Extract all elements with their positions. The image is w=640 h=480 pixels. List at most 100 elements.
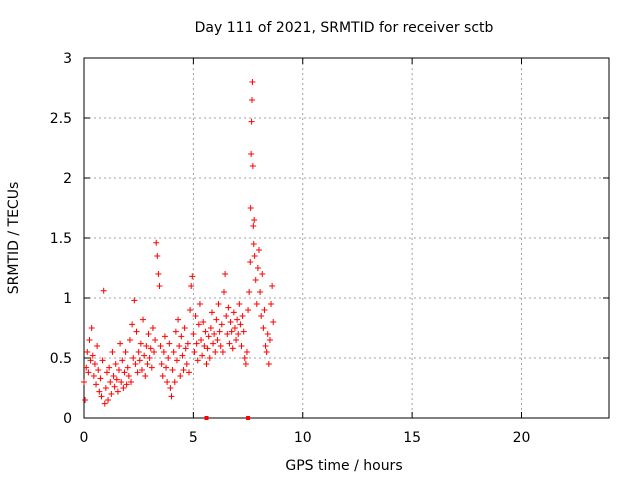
data-point <box>269 283 276 289</box>
data-point <box>176 343 183 349</box>
data-point <box>144 361 151 367</box>
data-point <box>136 357 143 364</box>
data-point <box>228 328 235 335</box>
data-point <box>170 349 177 355</box>
data-point <box>181 325 188 331</box>
data-point <box>268 301 275 307</box>
data-point <box>94 343 101 349</box>
data-point <box>153 239 160 246</box>
data-point <box>88 325 95 331</box>
data-point <box>97 375 104 382</box>
ticks: 0 5 10 15 20 0 0.5 1 1.5 2 2.5 3 <box>50 51 609 446</box>
data-point <box>159 373 166 379</box>
y-tick-label: 2.5 <box>50 111 72 127</box>
data-point <box>226 340 233 347</box>
y-tick-label: 0.5 <box>50 351 72 367</box>
data-point <box>206 355 213 361</box>
data-point <box>196 301 203 307</box>
data-point <box>142 373 149 379</box>
data-point <box>189 273 196 280</box>
data-point <box>156 283 163 289</box>
data-point <box>121 369 128 376</box>
data-point <box>102 385 109 391</box>
y-tick-label: 0 <box>63 411 72 427</box>
data-point <box>214 337 221 343</box>
data-point <box>99 357 106 364</box>
data-point <box>95 367 102 373</box>
data-point <box>117 340 124 347</box>
data-point <box>135 349 142 355</box>
data-point <box>128 379 135 385</box>
data-point <box>248 118 255 125</box>
data-point <box>168 393 175 400</box>
data-point <box>199 352 206 359</box>
data-point <box>250 241 257 247</box>
data-point <box>187 307 194 313</box>
data-point <box>211 331 218 337</box>
data-point <box>146 355 153 361</box>
x-tick-label: 5 <box>189 430 198 446</box>
data-point <box>250 223 257 229</box>
data-point <box>85 369 92 376</box>
data-point <box>103 369 110 376</box>
data-point <box>213 316 220 323</box>
data-point <box>186 369 192 376</box>
data-point <box>180 367 187 373</box>
data-point <box>231 325 238 331</box>
data-point <box>195 321 202 328</box>
data-point <box>163 364 170 371</box>
data-point <box>86 337 93 343</box>
data-point <box>263 349 270 355</box>
data-point <box>171 379 178 385</box>
x-tick-label: 0 <box>80 430 89 446</box>
data-point <box>238 343 245 349</box>
data-point <box>124 364 131 371</box>
data-point <box>216 328 223 335</box>
data-point <box>193 340 200 347</box>
data-point <box>178 333 185 340</box>
y-tick-label: 1.5 <box>50 231 72 247</box>
data-point <box>101 400 108 407</box>
data-point <box>188 283 195 289</box>
grid <box>84 58 609 418</box>
axis-marker <box>246 416 251 420</box>
data-point <box>165 355 172 361</box>
data-point <box>175 316 182 323</box>
data-point <box>239 313 246 319</box>
y-tick-label: 3 <box>63 51 72 67</box>
data-point <box>262 343 269 349</box>
data-point <box>208 309 215 316</box>
data-point <box>134 369 141 376</box>
data-point <box>225 304 232 311</box>
data-point <box>237 321 244 328</box>
data-point <box>161 333 168 340</box>
data-point <box>93 381 100 388</box>
data-point <box>173 357 180 364</box>
data-point <box>154 253 161 259</box>
data-point <box>242 361 249 367</box>
data-point <box>122 349 129 355</box>
data-point <box>264 331 271 337</box>
data-point <box>89 352 96 359</box>
data-point <box>158 361 165 367</box>
chart-title: Day 111 of 2021, SRMTID for receiver sct… <box>195 20 494 36</box>
data-point <box>183 361 190 367</box>
data-point <box>212 349 219 355</box>
data-point <box>166 340 173 347</box>
data-point <box>177 373 184 379</box>
data-point <box>164 379 171 385</box>
y-tick-label: 1 <box>63 291 72 307</box>
data-point <box>251 253 258 259</box>
data-point <box>125 373 132 379</box>
data-point <box>270 319 277 325</box>
data-point <box>261 307 268 313</box>
data-point <box>252 277 259 283</box>
data-point <box>126 337 133 343</box>
data-point <box>233 337 240 343</box>
data-point <box>131 297 138 304</box>
data-point <box>98 393 105 400</box>
data-point <box>221 289 227 295</box>
data-point <box>217 343 224 349</box>
data-point <box>87 357 94 364</box>
